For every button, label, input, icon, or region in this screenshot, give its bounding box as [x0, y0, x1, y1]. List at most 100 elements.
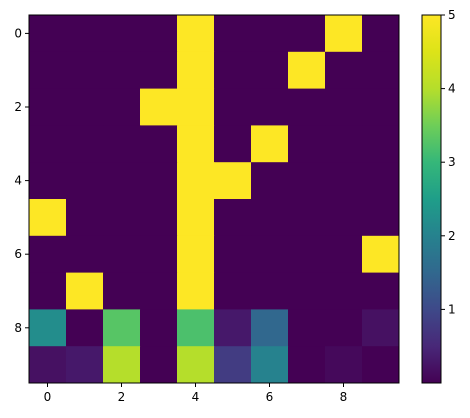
heatmap-cell [214, 51, 252, 90]
heatmap-cell [288, 162, 326, 200]
heatmap-cell [29, 346, 67, 384]
y-tick-label: 6 [14, 247, 22, 261]
colorbar-tick-label: 5 [448, 8, 456, 22]
colorbar-tick-label: 1 [448, 302, 456, 316]
heatmap-cell [66, 346, 104, 384]
heatmap-cell [177, 88, 215, 126]
heatmap-cell [66, 51, 104, 90]
heatmap-cell [362, 125, 400, 163]
heatmap-cell [288, 51, 326, 90]
heatmap-cell [66, 272, 104, 310]
heatmap-cell [214, 235, 252, 274]
x-tick-label: 0 [44, 390, 52, 404]
heatmap-cell [251, 15, 289, 53]
heatmap-cell [29, 15, 67, 53]
y-tick-label: 0 [14, 26, 22, 40]
heatmap-cell [177, 15, 215, 53]
y-tick-label: 4 [14, 174, 22, 188]
heatmap-cell [177, 51, 215, 90]
heatmap-cell [140, 235, 178, 274]
heatmap-cell [362, 51, 400, 90]
heatmap-cell [29, 272, 67, 310]
heatmap-cell [288, 88, 326, 126]
heatmap-cell [251, 272, 289, 310]
heatmap-cell [140, 15, 178, 53]
heatmap-cell [325, 346, 363, 384]
heatmap-cell [177, 272, 215, 310]
heatmap-cell [103, 88, 141, 126]
heatmap-cell [362, 309, 400, 347]
heatmap-cell [103, 51, 141, 90]
heatmap-cell [251, 162, 289, 200]
plot-frame [28, 14, 400, 384]
heatmap-cell [362, 346, 400, 384]
heatmap-cell [177, 125, 215, 163]
colorbar-tick-label: 2 [448, 229, 456, 243]
heatmap-cell [103, 125, 141, 163]
heatmap-cell [288, 235, 326, 274]
colorbar [421, 14, 442, 384]
heatmap-cell [29, 199, 67, 237]
heatmap-cell [325, 199, 363, 237]
heatmap-cell [140, 272, 178, 310]
heatmap-cell [214, 346, 252, 384]
heatmap-cell [214, 162, 252, 200]
heatmap-cell [103, 235, 141, 274]
heatmap-cell [362, 88, 400, 126]
heatmap-cell [251, 309, 289, 347]
heatmap-cell [103, 162, 141, 200]
heatmap-cell [362, 162, 400, 200]
heatmap-cell [66, 235, 104, 274]
heatmap-cell [29, 51, 67, 90]
heatmap-cell [251, 125, 289, 163]
heatmap-cell [288, 125, 326, 163]
heatmap-cell [140, 199, 178, 237]
heatmap-cell [66, 125, 104, 163]
heatmap-cells [29, 15, 400, 384]
heatmap-cell [214, 88, 252, 126]
heatmap-cell [214, 309, 252, 347]
heatmap-cell [251, 88, 289, 126]
heatmap-cell [29, 125, 67, 163]
heatmap-cell [140, 346, 178, 384]
heatmap-cell [214, 125, 252, 163]
heatmap-cell [288, 309, 326, 347]
heatmap-cell [325, 88, 363, 126]
heatmap-cell [29, 88, 67, 126]
colorbar-tick-label: 4 [448, 82, 456, 96]
colorbar-tick-label: 3 [448, 155, 456, 169]
heatmap-cell [362, 15, 400, 53]
heatmap-cell [103, 199, 141, 237]
heatmap-cell [325, 272, 363, 310]
heatmap-cell [177, 162, 215, 200]
heatmap-cell [177, 235, 215, 274]
heatmap-cell [362, 272, 400, 310]
y-tick-label: 8 [14, 321, 22, 335]
heatmap-cell [140, 88, 178, 126]
heatmap-cell [251, 51, 289, 90]
heatmap-cell [177, 199, 215, 237]
heatmap-cell [325, 162, 363, 200]
heatmap-cell [66, 88, 104, 126]
heatmap-cell [288, 272, 326, 310]
x-tick-label: 4 [192, 390, 200, 404]
heatmap-cell [325, 15, 363, 53]
heatmap-cell [66, 309, 104, 347]
heatmap-cell [66, 15, 104, 53]
x-tick-label: 2 [118, 390, 126, 404]
heatmap-cell [325, 125, 363, 163]
heatmap-cell [66, 199, 104, 237]
heatmap-cell [103, 15, 141, 53]
heatmap-cell [325, 51, 363, 90]
heatmap-cell [251, 235, 289, 274]
heatmap-cell [288, 346, 326, 384]
heatmap-cell [288, 199, 326, 237]
heatmap-cell [103, 272, 141, 310]
heatmap-cell [251, 346, 289, 384]
heatmap-cell [140, 125, 178, 163]
heatmap-cell [214, 15, 252, 53]
heatmap-cell [288, 15, 326, 53]
heatmap-cell [29, 162, 67, 200]
heatmap-cell [29, 309, 67, 347]
